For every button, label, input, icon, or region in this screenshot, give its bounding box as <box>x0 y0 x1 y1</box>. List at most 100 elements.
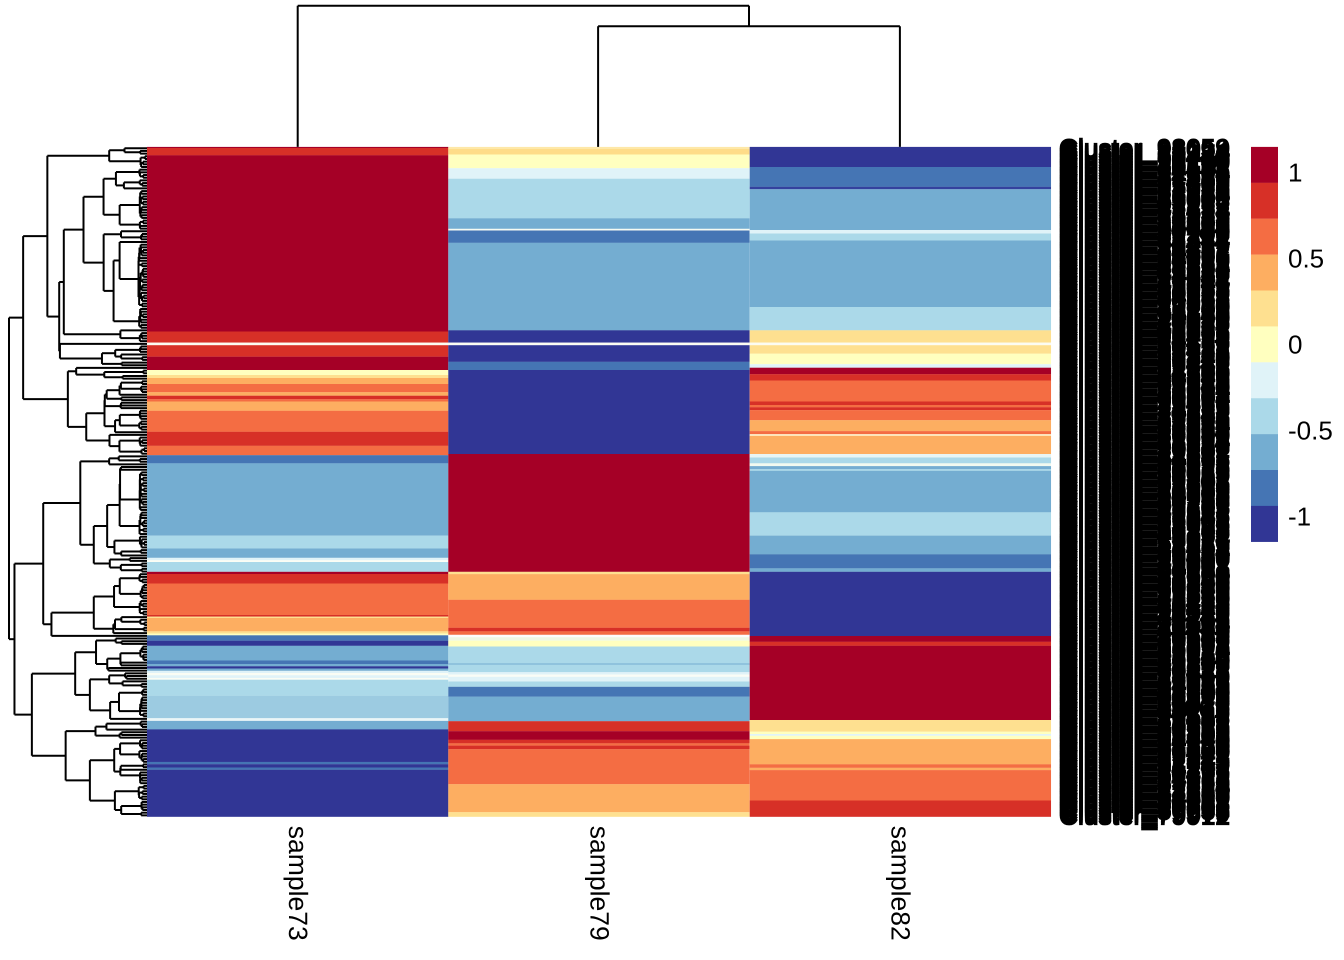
svg-text:Cluster_94896: Cluster_94896 <box>1059 243 1230 273</box>
svg-text:Cluster_64460: Cluster_64460 <box>1059 782 1230 812</box>
svg-text:Cluster_84177: Cluster_84177 <box>1059 696 1230 726</box>
svg-text:-1: -1 <box>1288 502 1311 532</box>
svg-text:Cluster_23979: Cluster_23979 <box>1059 661 1230 691</box>
svg-text:Cluster_73956: Cluster_73956 <box>1059 474 1230 504</box>
svg-text:Cluster_81228: Cluster_81228 <box>1059 345 1230 375</box>
svg-text:Cluster_41300: Cluster_41300 <box>1059 359 1230 389</box>
svg-text:Cluster_26547: Cluster_26547 <box>1059 399 1230 429</box>
svg-text:Cluster_41566: Cluster_41566 <box>1059 581 1230 611</box>
svg-text:Cluster_43289: Cluster_43289 <box>1059 600 1230 630</box>
svg-text:Cluster_18968: Cluster_18968 <box>1059 485 1230 515</box>
svg-text:Cluster_98059: Cluster_98059 <box>1059 134 1230 164</box>
svg-text:Cluster_67779: Cluster_67779 <box>1059 760 1230 790</box>
svg-text:Cluster_67939: Cluster_67939 <box>1059 176 1230 206</box>
svg-text:Cluster_14373: Cluster_14373 <box>1059 763 1230 793</box>
svg-text:Cluster_53065: Cluster_53065 <box>1059 458 1230 488</box>
svg-text:Cluster_92727: Cluster_92727 <box>1059 490 1230 520</box>
svg-text:Cluster_17355: Cluster_17355 <box>1059 530 1230 560</box>
svg-text:Cluster_39817: Cluster_39817 <box>1059 498 1230 528</box>
svg-text:Cluster_21813: Cluster_21813 <box>1059 774 1230 804</box>
svg-text:Cluster_32280: Cluster_32280 <box>1059 562 1230 592</box>
svg-text:Cluster_12011: Cluster_12011 <box>1059 423 1228 453</box>
svg-text:Cluster_98389: Cluster_98389 <box>1059 460 1230 490</box>
svg-text:Cluster_13794: Cluster_13794 <box>1059 522 1230 552</box>
svg-text:-0.5: -0.5 <box>1288 416 1333 446</box>
svg-text:Cluster_49210: Cluster_49210 <box>1059 637 1230 667</box>
svg-text:Cluster_96400: Cluster_96400 <box>1059 736 1230 766</box>
svg-text:Cluster_25915: Cluster_25915 <box>1059 201 1230 231</box>
svg-text:Cluster_62098: Cluster_62098 <box>1059 450 1230 480</box>
svg-text:sample79: sample79 <box>584 826 614 941</box>
svg-text:Cluster_16028: Cluster_16028 <box>1059 525 1230 555</box>
svg-text:Cluster_57953: Cluster_57953 <box>1059 795 1230 825</box>
svg-text:Cluster_29080: Cluster_29080 <box>1059 543 1230 573</box>
svg-text:Cluster_84946: Cluster_84946 <box>1059 361 1230 391</box>
svg-text:Cluster_53573: Cluster_53573 <box>1059 340 1230 370</box>
svg-text:Cluster_82199: Cluster_82199 <box>1059 219 1230 249</box>
svg-text:Cluster_57049: Cluster_57049 <box>1059 672 1230 702</box>
svg-text:Cluster_96200: Cluster_96200 <box>1059 147 1230 177</box>
svg-text:Cluster_74178: Cluster_74178 <box>1059 324 1230 354</box>
svg-text:Cluster_80701: Cluster_80701 <box>1059 793 1230 823</box>
svg-text:Cluster_19807: Cluster_19807 <box>1059 436 1230 466</box>
svg-text:Cluster_98815: Cluster_98815 <box>1059 618 1230 648</box>
svg-text:Cluster_91691: Cluster_91691 <box>1059 447 1230 477</box>
svg-text:Cluster_23069: Cluster_23069 <box>1059 415 1230 445</box>
svg-text:Cluster_79579: Cluster_79579 <box>1059 798 1230 828</box>
svg-text:Cluster_33600: Cluster_33600 <box>1059 560 1230 590</box>
svg-text:Cluster_67711: Cluster_67711 <box>1059 412 1228 442</box>
svg-text:Cluster_51505: Cluster_51505 <box>1059 468 1230 498</box>
svg-text:Cluster_45976: Cluster_45976 <box>1059 691 1230 721</box>
svg-text:Cluster_34920: Cluster_34920 <box>1059 726 1230 756</box>
svg-text:Cluster_66881: Cluster_66881 <box>1059 503 1230 533</box>
svg-text:Cluster_81643: Cluster_81643 <box>1059 621 1230 651</box>
svg-text:Cluster_88561: Cluster_88561 <box>1059 284 1230 314</box>
svg-text:Cluster_98835: Cluster_98835 <box>1059 734 1230 764</box>
svg-text:Cluster_70443: Cluster_70443 <box>1059 594 1230 624</box>
svg-text:Cluster_23173: Cluster_23173 <box>1059 511 1230 541</box>
svg-text:Cluster_47667: Cluster_47667 <box>1059 495 1230 525</box>
svg-text:Cluster_59441: Cluster_59441 <box>1059 348 1230 378</box>
svg-text:Cluster_17104: Cluster_17104 <box>1059 158 1230 188</box>
svg-text:Cluster_20350: Cluster_20350 <box>1059 568 1230 598</box>
svg-text:Cluster_59968: Cluster_59968 <box>1059 380 1230 410</box>
svg-text:Cluster_15720: Cluster_15720 <box>1059 372 1230 402</box>
svg-text:Cluster_84963: Cluster_84963 <box>1059 669 1230 699</box>
svg-text:Cluster_29476: Cluster_29476 <box>1059 326 1230 356</box>
svg-text:Cluster_76616: Cluster_76616 <box>1059 286 1230 316</box>
svg-text:Cluster_32946: Cluster_32946 <box>1059 565 1230 595</box>
svg-text:Cluster_71894: Cluster_71894 <box>1059 265 1230 295</box>
svg-text:Cluster_80592: Cluster_80592 <box>1059 332 1230 362</box>
svg-text:Cluster_42780: Cluster_42780 <box>1059 645 1230 675</box>
svg-text:Cluster_29936: Cluster_29936 <box>1059 391 1230 421</box>
svg-text:Cluster_27892: Cluster_27892 <box>1059 289 1230 319</box>
svg-text:Cluster_48696: Cluster_48696 <box>1059 680 1230 710</box>
svg-text:Cluster_50730: Cluster_50730 <box>1059 217 1230 247</box>
svg-text:Cluster_10336: Cluster_10336 <box>1059 308 1230 338</box>
svg-text:Cluster_41946: Cluster_41946 <box>1059 268 1230 298</box>
svg-text:Cluster_56984: Cluster_56984 <box>1059 535 1230 565</box>
svg-text:Cluster_99889: Cluster_99889 <box>1059 699 1230 729</box>
svg-text:Cluster_20527: Cluster_20527 <box>1059 455 1230 485</box>
svg-text:Cluster_43466: Cluster_43466 <box>1059 605 1230 635</box>
svg-text:Cluster_91381: Cluster_91381 <box>1059 728 1230 758</box>
svg-text:Cluster_73532: Cluster_73532 <box>1059 198 1230 228</box>
svg-text:Cluster_70236: Cluster_70236 <box>1059 602 1230 632</box>
svg-text:Cluster_22903: Cluster_22903 <box>1059 506 1230 536</box>
svg-text:Cluster_69878: Cluster_69878 <box>1059 648 1230 678</box>
svg-text:Cluster_85965: Cluster_85965 <box>1059 766 1230 796</box>
svg-text:Cluster_87356: Cluster_87356 <box>1059 404 1230 434</box>
svg-text:Cluster_40771: Cluster_40771 <box>1059 487 1230 517</box>
svg-text:Cluster_97404: Cluster_97404 <box>1059 608 1230 638</box>
svg-text:Cluster_27224: Cluster_27224 <box>1059 771 1230 801</box>
svg-text:Cluster_75836: Cluster_75836 <box>1059 401 1230 431</box>
svg-text:Cluster_68529: Cluster_68529 <box>1059 329 1230 359</box>
svg-text:Cluster_67898: Cluster_67898 <box>1059 629 1230 659</box>
svg-text:Cluster_63736: Cluster_63736 <box>1059 428 1230 458</box>
svg-text:Cluster_63841: Cluster_63841 <box>1059 369 1230 399</box>
svg-text:Cluster_73242: Cluster_73242 <box>1059 262 1230 292</box>
svg-text:Cluster_38705: Cluster_38705 <box>1059 720 1230 750</box>
svg-text:Cluster_78937: Cluster_78937 <box>1059 418 1230 448</box>
svg-text:Cluster_42850: Cluster_42850 <box>1059 731 1230 761</box>
svg-text:Cluster_48780: Cluster_48780 <box>1059 677 1230 707</box>
